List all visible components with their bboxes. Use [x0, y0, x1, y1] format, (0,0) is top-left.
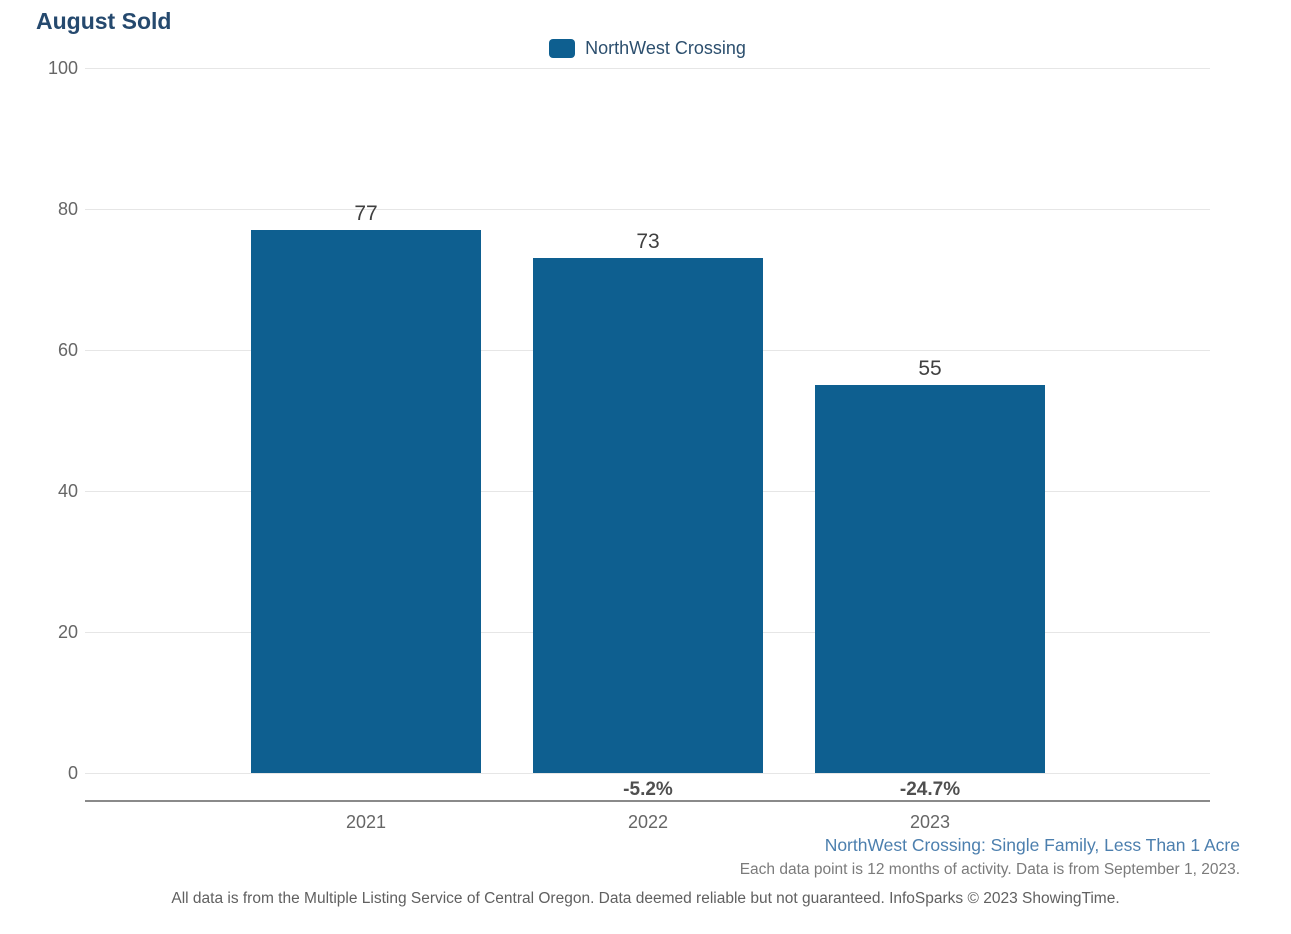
y-axis-tick-0: 0: [67, 763, 78, 783]
legend-item-northwest-crossing[interactable]: NorthWest Crossing: [549, 38, 746, 59]
x-axis-tick-2023: 2023: [909, 812, 951, 832]
bar-change-2023: -24.7%: [899, 779, 961, 800]
y-axis-tick-20: 20: [57, 622, 78, 642]
bar-2021[interactable]: [251, 230, 481, 773]
footer-segment-label: NorthWest Crossing: Single Family, Less …: [824, 835, 1240, 855]
bar-2022[interactable]: [533, 258, 763, 773]
legend: NorthWest Crossing: [85, 38, 1210, 59]
y-axis-tick-100: 100: [47, 58, 78, 78]
x-axis-line: [85, 800, 1210, 802]
gridline-y80: [85, 209, 1210, 210]
bar-value-2021: 77: [354, 202, 378, 226]
bar-value-2023: 55: [918, 357, 942, 381]
y-axis-tick-60: 60: [57, 340, 78, 360]
gridline-y0: [85, 773, 1210, 774]
bar-change-2022: -5.2%: [623, 779, 673, 800]
y-axis-tick-80: 80: [57, 199, 78, 219]
bar-2023[interactable]: [815, 385, 1045, 773]
bar-value-2022: 73: [636, 230, 660, 254]
legend-label: NorthWest Crossing: [585, 38, 746, 58]
footer-disclaimer: All data is from the Multiple Listing Se…: [171, 890, 1120, 907]
y-axis-tick-40: 40: [57, 481, 78, 501]
x-axis-tick-2021: 2021: [345, 812, 387, 832]
chart-title: August Sold: [36, 8, 172, 34]
legend-swatch-icon: [549, 39, 576, 58]
gridline-y100: [85, 68, 1210, 69]
footer-data-note: Each data point is 12 months of activity…: [739, 861, 1240, 878]
x-axis-tick-2022: 2022: [627, 812, 669, 832]
